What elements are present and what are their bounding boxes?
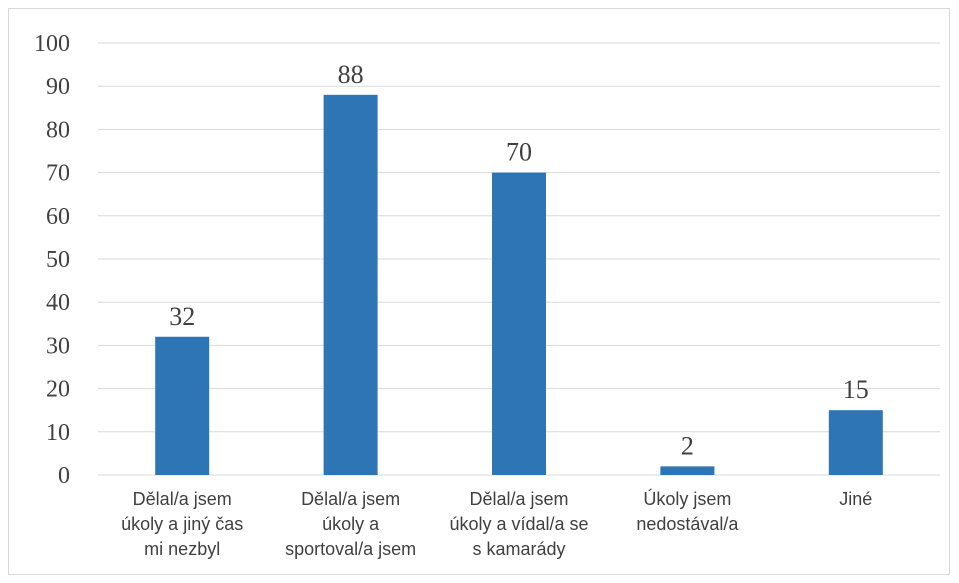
category-label-line: Jiné xyxy=(839,489,872,509)
bar xyxy=(660,466,715,475)
bar xyxy=(323,94,378,475)
category-label-line: sportoval/a jsem xyxy=(285,539,416,559)
y-tick-label: 100 xyxy=(34,31,70,57)
category-label-line: nedostával/a xyxy=(636,514,739,534)
category-labels: Dělal/a jsem úkoly a jiný čas mi nezbylDěl… xyxy=(121,488,872,559)
chart-frame xyxy=(8,8,950,575)
category-label: Úkoly jsem nedostával/a xyxy=(636,488,739,534)
y-tick-label: 0 xyxy=(58,463,70,489)
data-label: 32 xyxy=(169,302,195,331)
category-label-line: s kamarády xyxy=(472,539,565,559)
category-label-line: Dělal/a jsem xyxy=(301,489,400,509)
bar xyxy=(155,336,210,475)
data-label: 70 xyxy=(506,138,532,167)
data-label: 88 xyxy=(338,60,364,89)
bar xyxy=(828,410,883,475)
category-label-line: úkoly a xyxy=(322,514,380,534)
data-label: 15 xyxy=(843,375,869,404)
y-tick-label: 60 xyxy=(46,204,70,230)
category-label-line: Dělal/a jsem xyxy=(133,489,232,509)
y-tick-label: 20 xyxy=(46,377,70,403)
y-tick-label: 50 xyxy=(46,247,70,273)
bar xyxy=(492,172,546,475)
category-label: Dělal/a jsem úkoly a vídal/a se s kamarády xyxy=(449,489,588,559)
y-tick-label: 40 xyxy=(46,290,70,316)
y-tick-label: 90 xyxy=(46,74,70,100)
category-label-line: Dělal/a jsem xyxy=(469,489,568,509)
y-tick-label: 10 xyxy=(46,420,70,446)
category-label-line: úkoly a vídal/a se xyxy=(449,514,588,534)
y-tick-label: 80 xyxy=(46,117,70,143)
category-label: Dělal/a jsem úkoly a jiný čas mi nezbyl xyxy=(121,489,243,559)
y-tick-label: 70 xyxy=(46,161,70,187)
category-label: Jiné xyxy=(839,489,872,509)
gridlines xyxy=(98,42,940,476)
y-tick-label: 30 xyxy=(46,333,70,359)
category-label-line: mi nezbyl xyxy=(144,539,220,559)
bars xyxy=(155,94,883,475)
y-axis-ticks: 0 10 20 30 40 50 60 70 80 90 100 xyxy=(34,31,70,489)
data-label: 2 xyxy=(681,431,694,460)
data-labels: 32 88 70 2 15 xyxy=(169,60,869,461)
category-label: Dělal/a jsem úkoly a sportoval/a jsem xyxy=(285,489,416,559)
category-label-line: Úkoly jsem xyxy=(643,488,731,509)
category-label-line: úkoly a jiný čas xyxy=(121,514,243,534)
